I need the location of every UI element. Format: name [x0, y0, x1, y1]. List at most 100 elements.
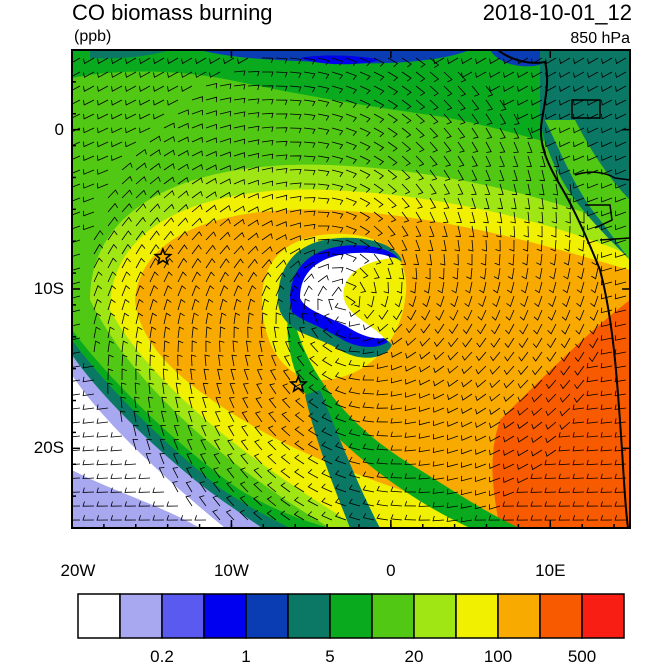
- wind-barb: [317, 197, 330, 204]
- wind-barb: [536, 253, 543, 266]
- wind-barb: [601, 252, 613, 258]
- wind-barb: [191, 190, 203, 199]
- wind-barb: [373, 253, 382, 265]
- wind-barb: [247, 206, 259, 213]
- wind-barb: [273, 326, 280, 339]
- wind-barb: [474, 503, 487, 510]
- wind-barb: [167, 85, 179, 92]
- wind-barb: [404, 514, 417, 521]
- colorbar-swatch: [203, 593, 247, 639]
- wind-barb: [446, 516, 459, 522]
- colorbar-label: 5: [325, 647, 335, 666]
- wind-barb: [233, 97, 246, 104]
- wind-barb: [205, 340, 211, 353]
- wind-barb: [457, 169, 464, 181]
- wind-barb: [376, 417, 389, 423]
- wind-barb: [548, 295, 557, 308]
- wind-barb: [401, 183, 411, 195]
- wind-barb: [307, 455, 319, 465]
- wind-barb: [420, 323, 431, 334]
- wind-barb: [577, 253, 585, 266]
- wind-barb: [415, 225, 422, 237]
- wind-barb: [180, 515, 193, 521]
- wind-barb: [233, 165, 245, 172]
- wind-barb: [600, 487, 613, 493]
- wind-barb: [503, 365, 515, 375]
- wind-barb: [601, 85, 613, 92]
- wind-barb: [97, 169, 109, 175]
- wind-barb: [107, 202, 119, 213]
- wind-barb: [448, 337, 459, 348]
- wind-barb: [163, 217, 175, 227]
- wind-barb: [153, 57, 165, 65]
- wind-barb: [615, 99, 627, 106]
- wind-barb: [401, 127, 412, 138]
- wind-barb: [348, 415, 361, 423]
- wind-barb: [488, 515, 501, 521]
- wind-barb: [191, 244, 202, 255]
- wind-barb: [233, 312, 241, 325]
- wind-barb: [72, 211, 81, 216]
- wind-barb: [121, 203, 133, 213]
- wind-barb: [96, 459, 109, 466]
- wind-barb: [303, 127, 316, 134]
- wind-barb: [244, 354, 251, 367]
- wind-barb: [149, 244, 160, 255]
- wind-barb: [433, 393, 445, 400]
- wind-barb: [573, 155, 585, 161]
- wind-barb: [362, 402, 375, 409]
- wind-barb: [552, 197, 558, 210]
- wind-barb: [359, 57, 371, 67]
- colorbar-swatch: [455, 593, 499, 639]
- wind-barb: [575, 309, 585, 321]
- wind-barb: [163, 326, 171, 339]
- wind-barb: [334, 400, 347, 409]
- wind-barb: [107, 285, 117, 297]
- wind-barb: [107, 257, 117, 269]
- wind-barb: [275, 246, 287, 255]
- wind-barb: [590, 281, 599, 294]
- wind-barb: [289, 195, 302, 202]
- wind-barb: [401, 155, 411, 167]
- wind-barb: [268, 397, 277, 409]
- wind-barb: [437, 281, 445, 294]
- wind-barb: [331, 113, 344, 122]
- wind-barb: [275, 181, 288, 187]
- wind-barb: [591, 267, 599, 280]
- wind-barb: [275, 194, 288, 201]
- wind-barb: [261, 298, 269, 311]
- wind-barb: [469, 211, 476, 224]
- wind-barb: [199, 467, 207, 479]
- wind-barb: [502, 501, 515, 507]
- wind-barb: [307, 440, 319, 451]
- wind-barb: [267, 439, 277, 451]
- wind-barb: [576, 295, 585, 308]
- wind-barb: [275, 168, 288, 174]
- wind-barb: [578, 239, 585, 252]
- wind-barb: [294, 468, 305, 479]
- wind-barb: [615, 71, 627, 78]
- wind-barb: [560, 379, 571, 390]
- wind-barb: [177, 230, 188, 241]
- wind-barb: [219, 110, 232, 117]
- wind-barb: [153, 113, 165, 120]
- wind-barb: [121, 230, 132, 241]
- wind-barb: [373, 197, 384, 208]
- wind-barb: [162, 368, 169, 381]
- wind-barb: [538, 183, 545, 196]
- wind-barb: [414, 239, 421, 251]
- wind-barb: [205, 244, 216, 255]
- wind-barb: [187, 411, 194, 423]
- wind-barb: [177, 163, 189, 171]
- wind-barb: [364, 309, 375, 320]
- wind-barb: [471, 85, 480, 97]
- wind-barb: [294, 426, 305, 437]
- wind-barb: [72, 253, 81, 257]
- wind-barb: [110, 446, 123, 452]
- coastline: [497, 50, 630, 528]
- wind-barb: [362, 348, 375, 355]
- wind-barb: [149, 326, 157, 339]
- wind-barb: [219, 326, 226, 339]
- wind-barb: [461, 435, 473, 441]
- wind-barb: [373, 169, 384, 180]
